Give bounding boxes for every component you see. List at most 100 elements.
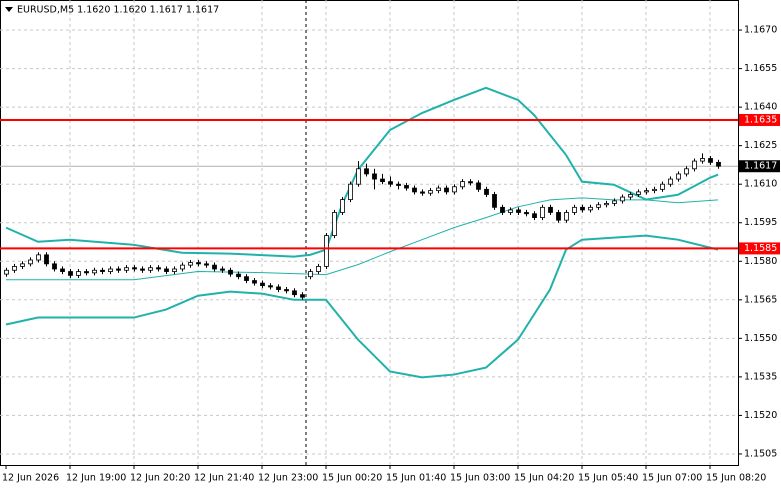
candle-body [684,168,689,175]
y-tick-label: 1.1565 [744,294,777,305]
price-tag [739,242,780,255]
candle-body [100,269,105,272]
y-tick-label: 1.1640 [744,102,777,113]
candle-body [148,267,153,271]
y-tick-label: 1.1625 [744,140,777,151]
candle-body [476,182,481,190]
bollinger-band [6,197,719,281]
candle-body [156,267,161,270]
candle-body [508,209,513,213]
candle-body [420,191,425,194]
menu-triangle [5,7,13,12]
candle-body [332,212,337,236]
candle-body [180,264,185,270]
candle-body [68,271,73,276]
x-tick-label: 12 Jun 23:00 [258,473,318,484]
candle-body [428,190,433,194]
candle-body [260,282,265,287]
y-tick-label: 1.1550 [744,333,777,344]
candle-body [716,161,721,167]
candle-body [492,194,497,208]
price-tag-label: 1.1585 [744,243,777,254]
candle-body [500,206,505,213]
candle-body [412,187,417,193]
candle-body [124,267,129,271]
candle-body [692,160,697,170]
candle-body [436,187,441,192]
chart-title: EURUSD,M5 1.1620 1.1620 1.1617 1.1617 [17,5,219,16]
candle-body [636,191,641,195]
candle-body [580,206,585,211]
candle-body [540,206,545,218]
candle-body [532,213,537,218]
candle-body [572,206,577,213]
candle-body [268,285,273,288]
candle-body [396,183,401,186]
candle-body [28,259,33,265]
x-tick-label: 12 Jun 2026 [2,473,59,484]
candle-body [116,268,121,271]
candle-body [356,168,361,185]
candle-body [348,183,353,201]
candle-body [316,266,321,272]
y-tick-label: 1.1520 [744,410,777,421]
candle-body [612,200,617,204]
candle-body [556,212,561,221]
x-tick-label: 12 Jun 21:40 [194,473,254,484]
candle-body [236,273,241,278]
candle-body [516,209,521,213]
x-tick-label: 15 Jun 05:40 [578,473,638,484]
candle-body [652,188,657,192]
candle-body [460,181,465,188]
candle-body [252,280,257,284]
candle-body [524,212,529,215]
candle-body [564,212,569,221]
candle-body [140,268,145,271]
candle-body [484,188,489,195]
x-tick-label: 15 Jun 00:20 [322,473,382,484]
candle-body [284,289,289,292]
y-tick-label: 1.1655 [744,63,777,74]
candle-body [668,178,673,185]
candle-body [660,183,665,190]
candle-body [276,286,281,290]
y-tick-label: 1.1580 [744,256,777,267]
candle-body [132,267,137,270]
price-tag [739,113,780,126]
candle-body [708,158,713,163]
candle-body [700,158,705,162]
bollinger-band [5,86,719,258]
candle-body [596,204,601,208]
y-tick-label: 1.1610 [744,179,777,190]
candle-body [108,268,113,272]
candle-body [36,254,41,261]
candle-body [452,186,457,193]
candle-body [340,199,345,213]
x-tick-label: 15 Jun 01:40 [386,473,446,484]
candle-body [404,185,409,189]
x-tick-label: 15 Jun 03:00 [450,473,510,484]
candle-body [44,254,49,265]
x-tick-label: 15 Jun 07:00 [642,473,702,484]
candle-body [172,268,177,272]
bollinger-band [5,234,719,379]
y-tick-label: 1.1535 [744,371,777,382]
candle-body [228,269,233,275]
candle-body [164,268,169,272]
candle-body [4,269,9,275]
candle-body [12,266,17,271]
candle-body [52,263,57,270]
candle-body [212,264,217,270]
x-tick-label: 12 Jun 19:00 [66,473,126,484]
candle-body [196,262,201,265]
candle-body [76,271,81,276]
candle-body [388,181,393,185]
candle-body [324,235,329,267]
candle-body [588,206,593,211]
candle-body [604,203,609,206]
candle-body [92,269,97,274]
price-tag-label: 1.1617 [744,161,777,172]
candle-body [468,181,473,184]
candle-body [220,268,225,271]
